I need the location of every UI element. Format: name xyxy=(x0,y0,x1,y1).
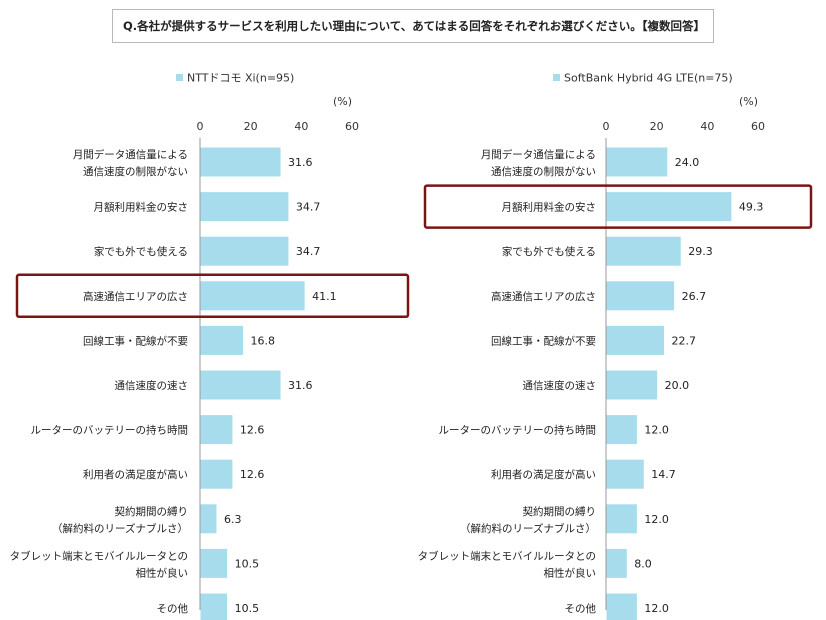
data-label-1-5: 20.0 xyxy=(665,379,690,392)
category-label-0-8-b: （解約料のリーズナブルさ） xyxy=(52,522,188,535)
category-label-0-5: 通信速度の速さ xyxy=(115,379,189,392)
legend-swatch-0 xyxy=(176,74,183,81)
category-label-0-3: 高速通信エリアの広さ xyxy=(83,290,188,303)
bar-0-7 xyxy=(200,459,233,489)
category-label-1-8-a: 契約期間の縛り xyxy=(523,505,597,518)
bar-1-8 xyxy=(606,504,637,534)
legend-swatch-1 xyxy=(553,74,560,81)
legend-label-1: SoftBank Hybrid 4G LTE(n=75) xyxy=(564,72,733,85)
unit-label-0: (%) xyxy=(333,95,352,108)
data-label-0-0: 31.6 xyxy=(288,156,313,169)
bar-0-1 xyxy=(200,192,289,222)
bar-0-8 xyxy=(200,504,217,534)
data-label-1-1: 49.3 xyxy=(739,201,764,214)
bar-1-0 xyxy=(606,147,668,177)
category-label-1-7: 利用者の満足度が高い xyxy=(491,468,596,481)
category-label-1-0-a: 月間データ通信量による xyxy=(481,148,596,161)
unit-label-1: (%) xyxy=(739,95,758,108)
category-label-1-5: 通信速度の速さ xyxy=(523,379,597,392)
bar-0-3 xyxy=(200,281,305,311)
bar-0-0 xyxy=(200,147,281,177)
tick-label-0-3: 60 xyxy=(345,120,359,133)
bar-0-2 xyxy=(200,236,289,266)
data-label-1-7: 14.7 xyxy=(651,468,676,481)
category-label-1-4: 回線工事・配線が不要 xyxy=(491,334,596,347)
bar-0-5 xyxy=(200,370,281,400)
legend-label-0: NTTドコモ Xi(n=95) xyxy=(187,72,294,85)
data-label-1-10: 12.0 xyxy=(644,602,669,615)
category-label-0-2: 家でも外でも使える xyxy=(94,245,188,258)
data-label-0-8: 6.3 xyxy=(224,513,242,526)
bar-1-3 xyxy=(606,281,675,311)
data-label-0-4: 16.8 xyxy=(251,334,276,347)
data-label-1-4: 22.7 xyxy=(672,334,697,347)
bar-1-2 xyxy=(606,236,681,266)
highlight-box-0 xyxy=(15,273,410,319)
data-label-1-2: 29.3 xyxy=(688,245,713,258)
tick-label-1-0: 0 xyxy=(603,120,610,133)
data-label-1-6: 12.0 xyxy=(644,424,669,437)
category-label-1-3: 高速通信エリアの広さ xyxy=(491,290,596,303)
data-label-0-6: 12.6 xyxy=(240,424,264,437)
tick-label-1-3: 60 xyxy=(751,120,765,133)
bar-1-6 xyxy=(606,415,637,445)
highlight-box-1 xyxy=(423,184,813,229)
category-label-1-0-b: 通信速度の制限がない xyxy=(491,165,596,178)
data-label-0-3: 41.1 xyxy=(312,290,337,303)
category-label-0-0-a: 月間データ通信量による xyxy=(73,148,188,161)
bar-1-7 xyxy=(606,459,644,489)
category-label-1-8-b: （解約料のリーズナブルさ） xyxy=(460,522,596,535)
bar-1-9 xyxy=(606,548,627,578)
tick-label-0-0: 0 xyxy=(197,120,204,133)
tick-label-1-1: 20 xyxy=(650,120,664,133)
bar-1-1 xyxy=(606,192,732,222)
category-label-0-1: 月額利用料金の安さ xyxy=(94,201,189,214)
data-label-0-7: 12.6 xyxy=(240,468,264,481)
bar-0-10 xyxy=(200,593,228,620)
bar-1-4 xyxy=(606,325,665,355)
category-label-1-6: ルーターのバッテリーの持ち時間 xyxy=(439,424,597,437)
data-label-0-10: 10.5 xyxy=(235,602,260,615)
tick-label-0-2: 40 xyxy=(294,120,308,133)
category-label-0-4: 回線工事・配線が不要 xyxy=(83,334,188,347)
bar-0-4 xyxy=(200,325,244,355)
category-label-0-9-b: 相性が良い xyxy=(136,566,189,579)
category-label-0-9-a: タブレット端末とモバイルルータとの xyxy=(10,549,188,562)
category-label-0-6: ルーターのバッテリーの持ち時間 xyxy=(31,424,189,437)
data-label-1-3: 26.7 xyxy=(682,290,707,303)
data-label-0-2: 34.7 xyxy=(296,245,321,258)
data-label-1-9: 8.0 xyxy=(634,557,652,570)
data-label-0-1: 34.7 xyxy=(296,201,321,214)
tick-label-1-2: 40 xyxy=(700,120,714,133)
category-label-0-0-b: 通信速度の制限がない xyxy=(83,165,188,178)
category-label-1-10: その他 xyxy=(565,602,597,615)
tick-label-0-1: 20 xyxy=(244,120,258,133)
category-label-1-1: 月額利用料金の安さ xyxy=(502,201,597,214)
category-label-0-7: 利用者の満足度が高い xyxy=(83,468,188,481)
question-title: Q.各社が提供するサービスを利用したい理由について、あてはまる回答をそれぞれお選… xyxy=(112,9,714,43)
bar-1-5 xyxy=(606,370,658,400)
data-label-1-0: 24.0 xyxy=(675,156,700,169)
category-label-0-8-a: 契約期間の縛り xyxy=(115,505,189,518)
data-label-0-9: 10.5 xyxy=(235,557,260,570)
category-label-1-9-b: 相性が良い xyxy=(544,566,597,579)
category-label-1-2: 家でも外でも使える xyxy=(502,245,596,258)
category-label-0-10: その他 xyxy=(157,602,189,615)
bar-1-10 xyxy=(606,593,637,620)
bar-0-6 xyxy=(200,415,233,445)
category-label-1-9-a: タブレット端末とモバイルルータとの xyxy=(418,549,596,562)
data-label-0-5: 31.6 xyxy=(288,379,313,392)
bar-0-9 xyxy=(200,548,228,578)
data-label-1-8: 12.0 xyxy=(644,513,669,526)
